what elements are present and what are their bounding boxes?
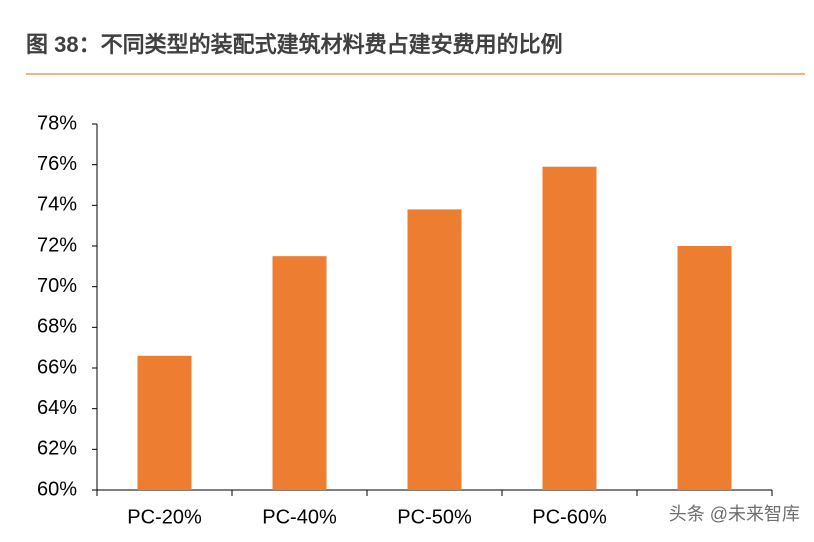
bar	[407, 209, 462, 490]
y-tick-label: 78%	[37, 112, 77, 134]
y-tick-label: 60%	[37, 478, 77, 500]
chart-title: 图 38：不同类型的装配式建筑材料费占建安费用的比例	[26, 32, 563, 57]
bar	[542, 166, 597, 490]
y-tick-label: 70%	[37, 275, 77, 297]
y-tick-label: 74%	[37, 194, 77, 216]
y-tick-label: 76%	[37, 153, 77, 175]
bar	[137, 355, 192, 490]
y-tick-label: 64%	[37, 397, 77, 419]
y-tick-label: 62%	[37, 438, 77, 460]
y-tick-label: 72%	[37, 234, 77, 256]
x-tick-label: PC-60%	[532, 506, 607, 528]
watermark: 头条 @未来智库	[669, 504, 800, 524]
y-tick-label: 66%	[37, 356, 77, 378]
bar	[272, 256, 327, 490]
y-tick-label: 68%	[37, 316, 77, 338]
x-tick-label: PC-50%	[397, 506, 472, 528]
x-tick-label: PC-40%	[262, 506, 337, 528]
bar	[677, 246, 732, 490]
x-tick-label: PC-20%	[127, 506, 202, 528]
